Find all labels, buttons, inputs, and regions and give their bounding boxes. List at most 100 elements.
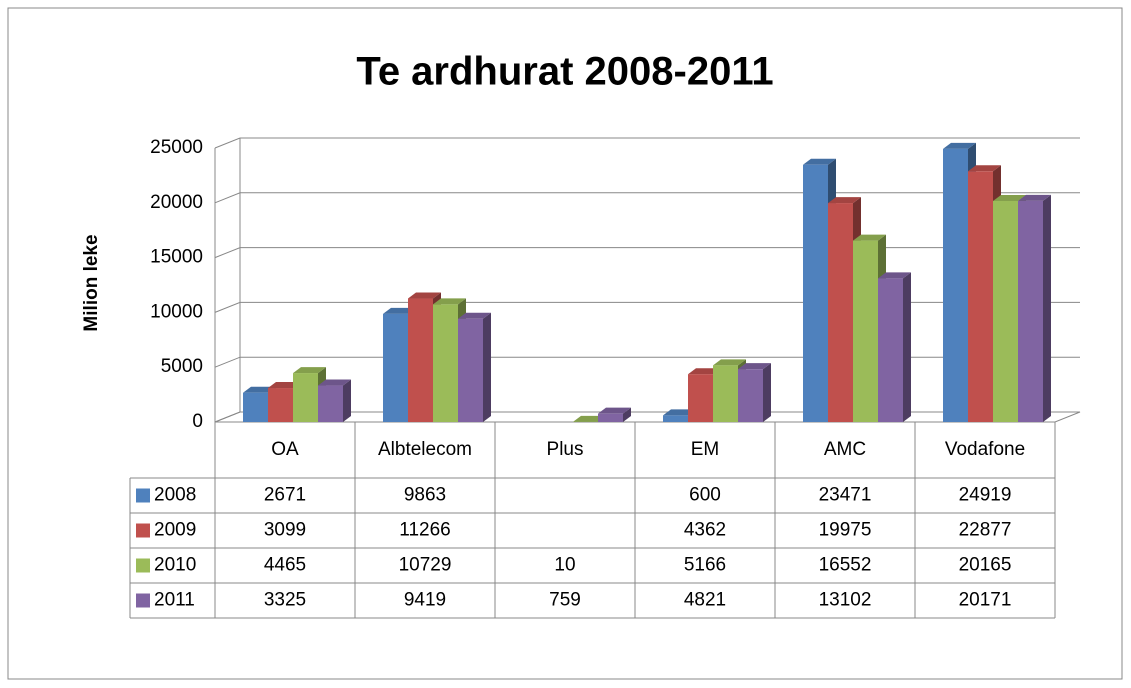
chart-border [7,7,1123,680]
y-tick-label: 0 [192,411,203,432]
x-tick-label: Vodafone [945,439,1025,460]
y-tick-label: 15000 [150,247,203,268]
x-tick-label: OA [271,439,299,460]
bar-side [343,379,351,422]
table-cell: 9419 [404,590,446,611]
bar [243,392,268,422]
bar-top [268,382,301,389]
bar-top [828,197,861,204]
x-tick-label: Plus [547,439,584,460]
bar [433,304,458,422]
table-cell: 2671 [264,485,306,506]
y-tick-label: 10000 [150,301,203,322]
bar [713,365,738,422]
bar-top [318,379,351,386]
grid-line [214,356,1080,368]
bar [268,388,293,422]
bar-top [433,298,466,305]
legend-label: 2008 [154,485,196,506]
bar-top [663,409,696,416]
table-cell: 4465 [264,555,306,576]
table-cell: 11266 [399,520,450,541]
bar [1018,200,1043,422]
bar [408,298,433,422]
table-cell: 20171 [959,590,1012,611]
grid-line [214,411,1080,423]
table-cell: 4362 [684,520,726,541]
bar [968,171,993,422]
bar-side [1043,194,1051,422]
y-axis-label: Milion leke [81,234,102,331]
x-tick-label: AMC [824,439,866,460]
bar-top [968,165,1001,172]
bar [318,385,343,422]
bar [663,415,688,422]
table-cell: 5166 [684,555,726,576]
bar [738,369,763,422]
y-tick-label: 25000 [150,137,203,158]
grid-line [214,137,1080,149]
table-cell: 23471 [819,485,872,506]
table-cell: 600 [689,485,721,506]
bar-top [1018,194,1051,201]
table-cell: 16552 [819,555,872,576]
bar-top [878,272,911,279]
bar-side [763,363,771,422]
y-tick-label: 20000 [150,192,203,213]
bar [943,148,968,422]
bar [993,200,1018,422]
bar-top [458,312,491,319]
bar [853,240,878,422]
bar-side [623,407,631,422]
bar-top [853,234,886,241]
bar [688,374,713,422]
table-cell: 22877 [959,520,1012,541]
bar-top [598,407,631,414]
table-cell: 759 [549,590,581,611]
bar-side [903,272,911,422]
table-cell: 9863 [404,485,446,506]
grid-line [214,301,1080,313]
bar-top [803,158,836,165]
table-cell: 3099 [264,520,306,541]
table-cell: 3325 [264,590,306,611]
bar-top [293,367,326,374]
legend-swatch [136,523,150,538]
bar [458,318,483,422]
legend-label: 2010 [154,555,196,576]
bar-top [738,363,771,370]
bar [383,313,408,422]
bar [878,278,903,422]
bar-side [483,312,491,422]
bar-top [408,292,441,299]
table-cell: 20165 [959,555,1012,576]
bar-top [688,368,721,375]
legend-label: 2011 [154,590,195,611]
bar-top [243,386,276,393]
table-cell: 4821 [684,590,726,611]
bar [828,203,853,422]
bar [598,413,623,422]
bar [803,164,828,422]
legend-swatch [136,593,150,608]
table-cell: 24919 [959,485,1012,506]
bar-top [383,307,416,314]
grid-line [214,247,1080,259]
bar-top [943,142,976,149]
chart-title: Te ardhurat 2008-2011 [356,50,773,94]
bar [293,373,318,422]
x-tick-label: Albtelecom [378,439,472,460]
x-tick-label: EM [691,439,720,460]
table-cell: 10729 [399,555,452,576]
table-cell: 10 [554,555,575,576]
bar-top [993,194,1026,201]
table-cell: 19975 [819,520,872,541]
table-cell: 13102 [819,590,872,611]
bar-top [573,415,606,422]
bar-top [713,359,746,366]
legend-label: 2009 [154,520,196,541]
legend-swatch [136,558,150,573]
legend-swatch [136,488,150,503]
y-tick-label: 5000 [161,356,203,377]
